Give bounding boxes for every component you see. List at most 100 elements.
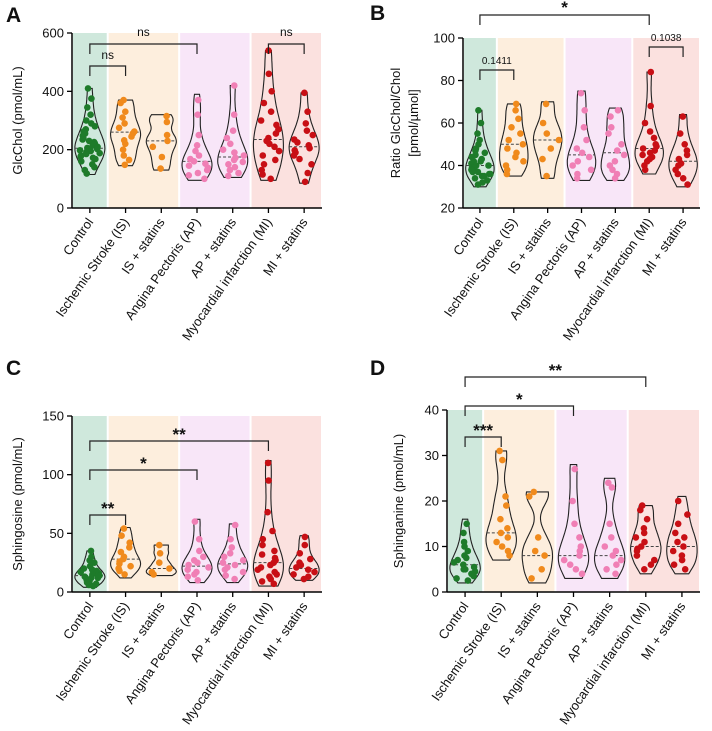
significance-label: 0.1038 bbox=[651, 33, 682, 44]
data-point bbox=[571, 520, 578, 528]
data-point bbox=[618, 141, 625, 148]
data-point bbox=[259, 152, 267, 159]
data-point bbox=[651, 556, 658, 564]
data-point bbox=[531, 547, 539, 555]
data-point bbox=[517, 130, 524, 137]
data-point bbox=[470, 572, 478, 580]
data-point bbox=[272, 130, 280, 137]
data-point bbox=[304, 169, 312, 177]
data-point bbox=[84, 85, 92, 92]
data-point bbox=[573, 145, 581, 152]
data-point bbox=[605, 479, 612, 487]
data-point bbox=[573, 175, 581, 182]
data-point bbox=[580, 124, 588, 131]
violin bbox=[499, 103, 529, 177]
x-tick-label: Control bbox=[435, 599, 471, 642]
data-point bbox=[647, 561, 655, 568]
data-point bbox=[617, 556, 625, 564]
data-point bbox=[641, 566, 648, 573]
data-point bbox=[569, 497, 576, 505]
data-point bbox=[83, 117, 90, 124]
data-point bbox=[679, 113, 687, 120]
significance-label: * bbox=[140, 454, 147, 473]
data-point bbox=[674, 520, 682, 528]
data-point bbox=[499, 456, 506, 464]
data-point bbox=[608, 124, 615, 131]
panel-letter: B bbox=[370, 2, 385, 25]
data-point bbox=[126, 544, 133, 551]
data-point bbox=[646, 128, 654, 135]
data-point bbox=[219, 559, 227, 566]
data-point bbox=[203, 166, 211, 174]
data-point bbox=[460, 529, 467, 537]
data-point bbox=[504, 534, 512, 541]
violin bbox=[566, 90, 597, 181]
data-point bbox=[222, 572, 229, 579]
data-point bbox=[547, 145, 555, 152]
data-point bbox=[231, 521, 239, 529]
data-point bbox=[504, 525, 511, 532]
data-point bbox=[259, 171, 266, 178]
data-point bbox=[538, 566, 545, 573]
data-point bbox=[117, 548, 125, 556]
data-point bbox=[534, 534, 542, 541]
data-point bbox=[498, 543, 506, 550]
significance-bracket bbox=[648, 46, 684, 57]
violin bbox=[521, 491, 554, 584]
data-point bbox=[201, 175, 208, 183]
y-tick-label: 600 bbox=[42, 26, 64, 41]
data-point bbox=[469, 168, 477, 176]
data-point bbox=[453, 575, 460, 582]
data-point bbox=[272, 156, 279, 164]
data-point bbox=[265, 477, 272, 484]
data-point bbox=[195, 535, 203, 543]
data-point bbox=[254, 566, 262, 573]
data-point bbox=[560, 556, 568, 564]
y-tick-label: 0 bbox=[432, 585, 439, 600]
data-point bbox=[474, 130, 481, 137]
y-axis-title: GlcChol (pmol/mL) bbox=[10, 66, 25, 174]
data-point bbox=[464, 547, 472, 555]
data-point bbox=[526, 493, 533, 500]
x-tick-label: Control bbox=[60, 599, 96, 642]
data-point bbox=[503, 502, 510, 509]
bg-band-ap bbox=[180, 33, 250, 208]
data-point bbox=[235, 169, 242, 177]
data-point bbox=[267, 561, 274, 569]
data-point bbox=[163, 118, 171, 126]
y-tick-label: 100 bbox=[42, 467, 64, 482]
data-point bbox=[581, 107, 588, 114]
y-axis-title: Sphingosine (pmol/mL) bbox=[10, 437, 25, 571]
violin bbox=[666, 495, 698, 575]
data-point bbox=[569, 162, 576, 169]
data-point bbox=[83, 170, 90, 177]
data-point bbox=[290, 571, 297, 578]
violin bbox=[145, 114, 177, 171]
data-point bbox=[293, 564, 300, 571]
data-point bbox=[450, 559, 458, 566]
significance-label: * bbox=[561, 0, 568, 17]
data-point bbox=[463, 520, 471, 528]
data-point bbox=[120, 525, 128, 532]
data-point bbox=[193, 142, 201, 149]
data-point bbox=[512, 100, 520, 108]
data-point bbox=[239, 158, 247, 166]
data-point bbox=[670, 561, 678, 568]
data-point bbox=[91, 163, 98, 171]
y-tick-label: 40 bbox=[425, 403, 439, 418]
data-point bbox=[301, 533, 309, 541]
significance-label: ** bbox=[101, 499, 115, 518]
data-point bbox=[603, 566, 610, 573]
data-point bbox=[91, 123, 99, 130]
data-point bbox=[485, 162, 492, 169]
bg-band-is bbox=[497, 38, 564, 208]
data-point bbox=[539, 155, 546, 163]
data-point bbox=[605, 130, 612, 137]
significance-bracket bbox=[464, 405, 575, 416]
data-point bbox=[271, 143, 278, 151]
violin bbox=[145, 544, 177, 577]
data-point bbox=[506, 552, 513, 559]
data-point bbox=[676, 130, 684, 137]
y-tick-label: 100 bbox=[433, 31, 455, 46]
